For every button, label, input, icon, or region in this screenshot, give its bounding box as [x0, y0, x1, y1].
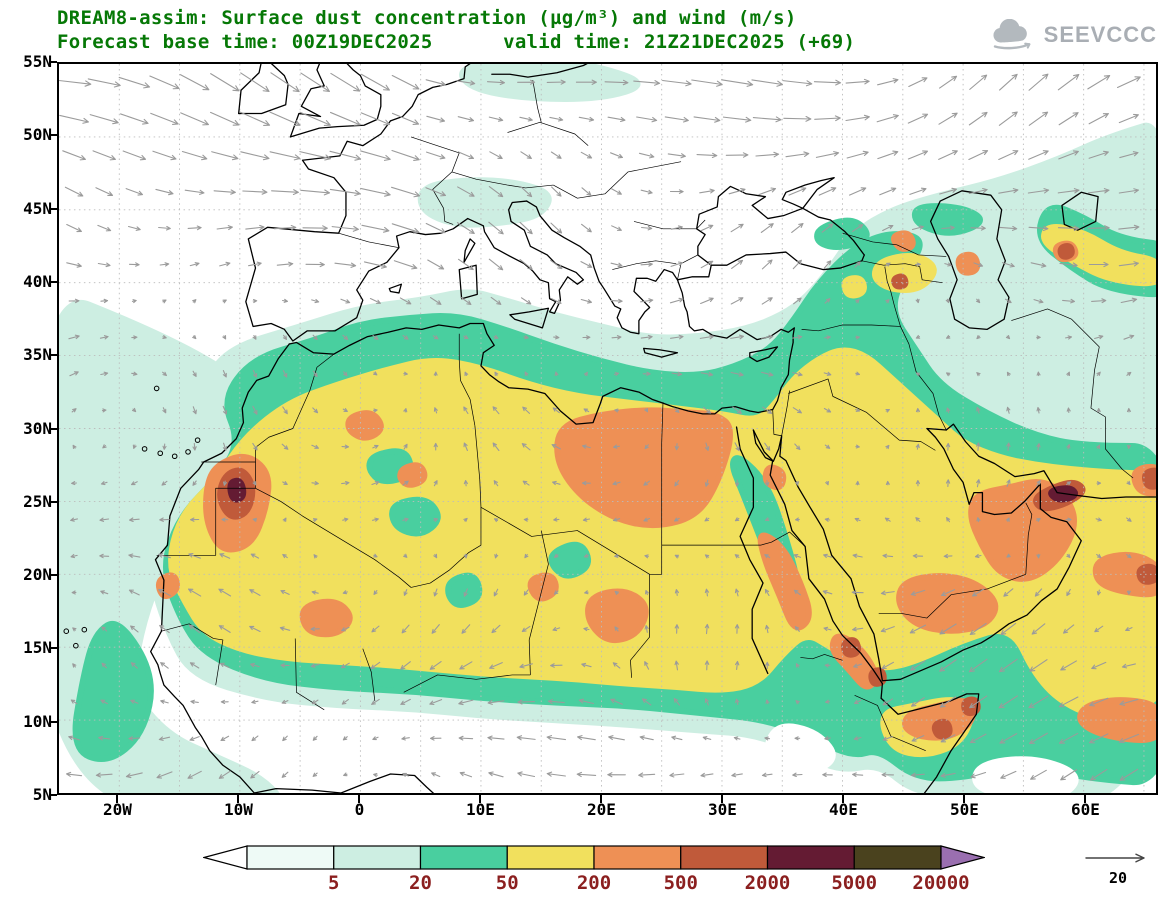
chart-subtitle: Forecast base time: 00Z19DEC2025 valid t…	[57, 31, 856, 53]
axis-tick	[49, 207, 57, 210]
lon-tick-label: 10E	[466, 800, 495, 819]
colorbar-label: 5000	[831, 872, 878, 894]
colorbar-segment	[246, 845, 335, 870]
colorbar-segment	[593, 845, 682, 870]
colorbar-underflow-arrow	[201, 845, 248, 870]
lon-tick-label: 40E	[828, 800, 858, 819]
axis-tick	[600, 795, 603, 803]
lat-tick-label: 55N	[23, 52, 52, 71]
colorbar-scale	[201, 845, 987, 870]
lat-tick-label: 25N	[23, 491, 52, 511]
seevccc-logo: SEEVCCC	[989, 19, 1157, 51]
colorbar-label: 200	[576, 872, 612, 894]
axis-tick	[116, 795, 119, 803]
lon-tick-label: 10W	[224, 800, 253, 819]
lat-tick-label: 30N	[23, 418, 52, 438]
wind-reference: 20	[1078, 846, 1158, 887]
axis-tick	[49, 647, 57, 650]
axis-tick	[49, 720, 57, 723]
lon-tick-label: 0	[354, 800, 365, 819]
colorbar-segment	[333, 845, 422, 870]
lat-tick-label: 35N	[23, 345, 52, 365]
logo-text: SEEVCCC	[1043, 22, 1157, 47]
colorbar-label: 2000	[744, 872, 791, 894]
colorbar-label: 500	[663, 872, 698, 894]
axis-tick	[49, 574, 57, 577]
graticule-layer	[59, 64, 1156, 793]
lat-tick-label: 20N	[23, 565, 52, 585]
colorbar-label: 20	[409, 872, 432, 894]
colorbar-segment	[506, 845, 595, 870]
axis-tick	[842, 795, 845, 803]
lat-tick-label: 10N	[23, 711, 52, 731]
coastline-layer	[63, 64, 1156, 793]
lon-tick-label: 60E	[1070, 800, 1100, 819]
wind-reference-arrow	[1085, 853, 1145, 863]
axis-tick	[721, 795, 724, 803]
colorbar-overflow-arrow	[940, 845, 987, 870]
lon-tick-label: 20W	[103, 800, 132, 819]
axis-tick	[49, 500, 57, 503]
lat-tick-label: 40N	[23, 271, 52, 291]
wind-vector-layer	[59, 72, 1141, 781]
axis-tick	[49, 61, 57, 63]
axis-tick	[49, 134, 57, 137]
map-frame	[57, 62, 1158, 795]
colorbar-label: 20000	[912, 872, 970, 894]
colorbar-segment	[853, 845, 942, 870]
dust-fill-layer	[59, 64, 1156, 793]
lon-tick-label: 20E	[586, 800, 616, 819]
colorbar: 5 20 50 200 500 2000 5000 20000	[201, 844, 987, 900]
colorbar-segment	[419, 845, 508, 870]
axis-tick	[358, 795, 361, 803]
colorbar-segment	[766, 845, 855, 870]
lat-tick-label: 15N	[23, 638, 52, 658]
colorbar-label: 5	[328, 872, 340, 894]
axis-tick	[963, 795, 966, 803]
lon-tick-label: 30E	[707, 800, 737, 819]
map-canvas	[59, 64, 1156, 793]
axis-tick	[49, 427, 57, 430]
colorbar-segment	[680, 845, 769, 870]
axis-tick	[237, 795, 240, 803]
wind-reference-value: 20	[1108, 869, 1128, 887]
colorbar-label: 50	[495, 872, 519, 894]
lat-tick-label: 45N	[23, 198, 52, 218]
country-border-layer	[156, 79, 1134, 752]
cloud-icon	[993, 19, 1031, 50]
axis-tick	[49, 280, 57, 283]
chart-title: DREAM8-assim: Surface dust concentration…	[57, 7, 797, 29]
axis-tick	[49, 794, 57, 796]
lat-tick-label: 50N	[23, 125, 52, 145]
axis-tick	[49, 354, 57, 357]
lat-tick-label: 5N	[32, 785, 52, 804]
lon-tick-label: 50E	[949, 800, 979, 819]
axis-tick	[479, 795, 482, 803]
axis-tick	[1084, 795, 1087, 803]
